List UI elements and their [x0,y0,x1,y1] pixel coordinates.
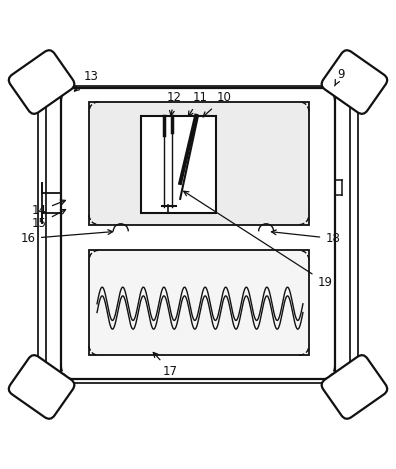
Text: 17: 17 [153,352,178,378]
Bar [61,88,335,379]
FancyBboxPatch shape [322,50,387,114]
Text: 12: 12 [167,91,182,115]
Text: 18: 18 [271,230,340,245]
Text: 15: 15 [32,210,66,230]
FancyBboxPatch shape [322,355,387,419]
Text: 13: 13 [74,69,99,91]
FancyBboxPatch shape [9,355,74,419]
Text: 14: 14 [32,200,65,217]
Text: 9: 9 [335,68,344,86]
Text: 19: 19 [184,191,332,288]
Text: 11: 11 [188,91,208,116]
Text: 16: 16 [21,230,112,245]
FancyBboxPatch shape [9,50,74,114]
Bar [141,116,216,213]
Bar [89,250,309,356]
Bar [89,102,309,225]
Text: 10: 10 [203,91,231,117]
